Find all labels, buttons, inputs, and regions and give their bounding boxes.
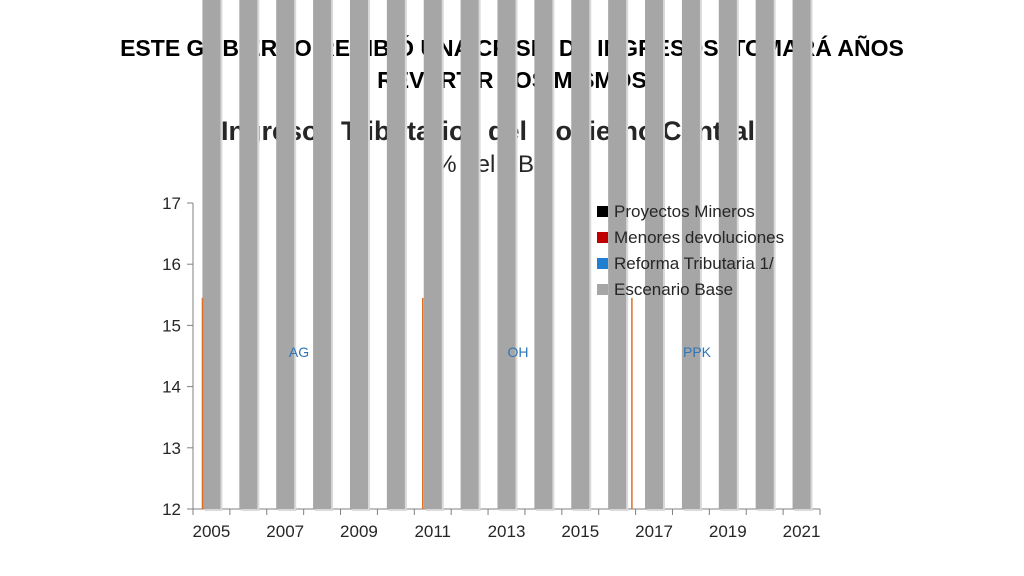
x-tick-label: 2013	[488, 522, 526, 541]
x-tick-label: 2015	[561, 522, 599, 541]
x-tick-label: 2017	[635, 522, 673, 541]
y-tick-label: 12	[162, 500, 181, 519]
bar-escenario-base-2013	[497, 0, 516, 509]
bar-escenario-base-2020	[755, 0, 774, 510]
bar-escenario-base-2021	[792, 0, 811, 510]
x-tick-label: 2009	[340, 522, 378, 541]
bar-escenario-base-2015	[571, 0, 590, 509]
bar-escenario-base-2009	[349, 0, 368, 510]
bar-escenario-base-2005	[202, 0, 221, 510]
legend-label: Proyectos Mineros	[614, 202, 755, 221]
bar-escenario-base-2007	[276, 0, 295, 509]
bar-escenario-base-2018	[681, 0, 700, 509]
bar-escenario-base-2012	[460, 0, 479, 509]
legend-label: Reforma Tributaria 1/	[614, 254, 774, 273]
y-tick-label: 16	[162, 255, 181, 274]
y-tick-label: 17	[162, 194, 181, 213]
legend-swatch	[597, 232, 608, 243]
bar-escenario-base-2014	[534, 0, 553, 509]
legend-swatch	[597, 206, 608, 217]
bar-escenario-base-2011	[423, 0, 442, 509]
legend-swatch	[597, 258, 608, 269]
bar-escenario-base-2006	[239, 0, 258, 510]
period-label-ppk: PPK	[683, 344, 712, 360]
bar-escenario-base-2008	[313, 0, 332, 509]
bar-escenario-base-2019	[718, 0, 737, 509]
y-tick-label: 13	[162, 439, 181, 458]
x-tick-label: 2007	[266, 522, 304, 541]
x-tick-label: 2021	[783, 522, 821, 541]
bar-escenario-base-2017	[645, 0, 664, 509]
bar-escenario-base-2010	[386, 0, 405, 509]
x-tick-label: 2011	[414, 522, 451, 541]
chart-subtitle: (% del PBI)	[427, 151, 548, 178]
period-label-oh: OH	[508, 344, 529, 360]
period-label-ag: AG	[289, 344, 309, 360]
y-tick-label: 14	[162, 378, 181, 397]
legend-label: Menores devoluciones	[614, 228, 784, 247]
x-tick-label: 2005	[193, 522, 231, 541]
bar-escenario-base-2016	[608, 0, 627, 509]
plot-area: 12 13 14 15 16 17 2005 2007 2009 2011 2013 2015 2017…	[162, 0, 821, 541]
chart-title: Ingresos Tributarios del Gobierno Centra…	[221, 116, 755, 146]
x-tick-label: 2019	[709, 522, 747, 541]
y-tick-label: 15	[162, 316, 181, 335]
legend-swatch	[597, 284, 608, 295]
legend-label: Escenario Base	[614, 280, 733, 299]
